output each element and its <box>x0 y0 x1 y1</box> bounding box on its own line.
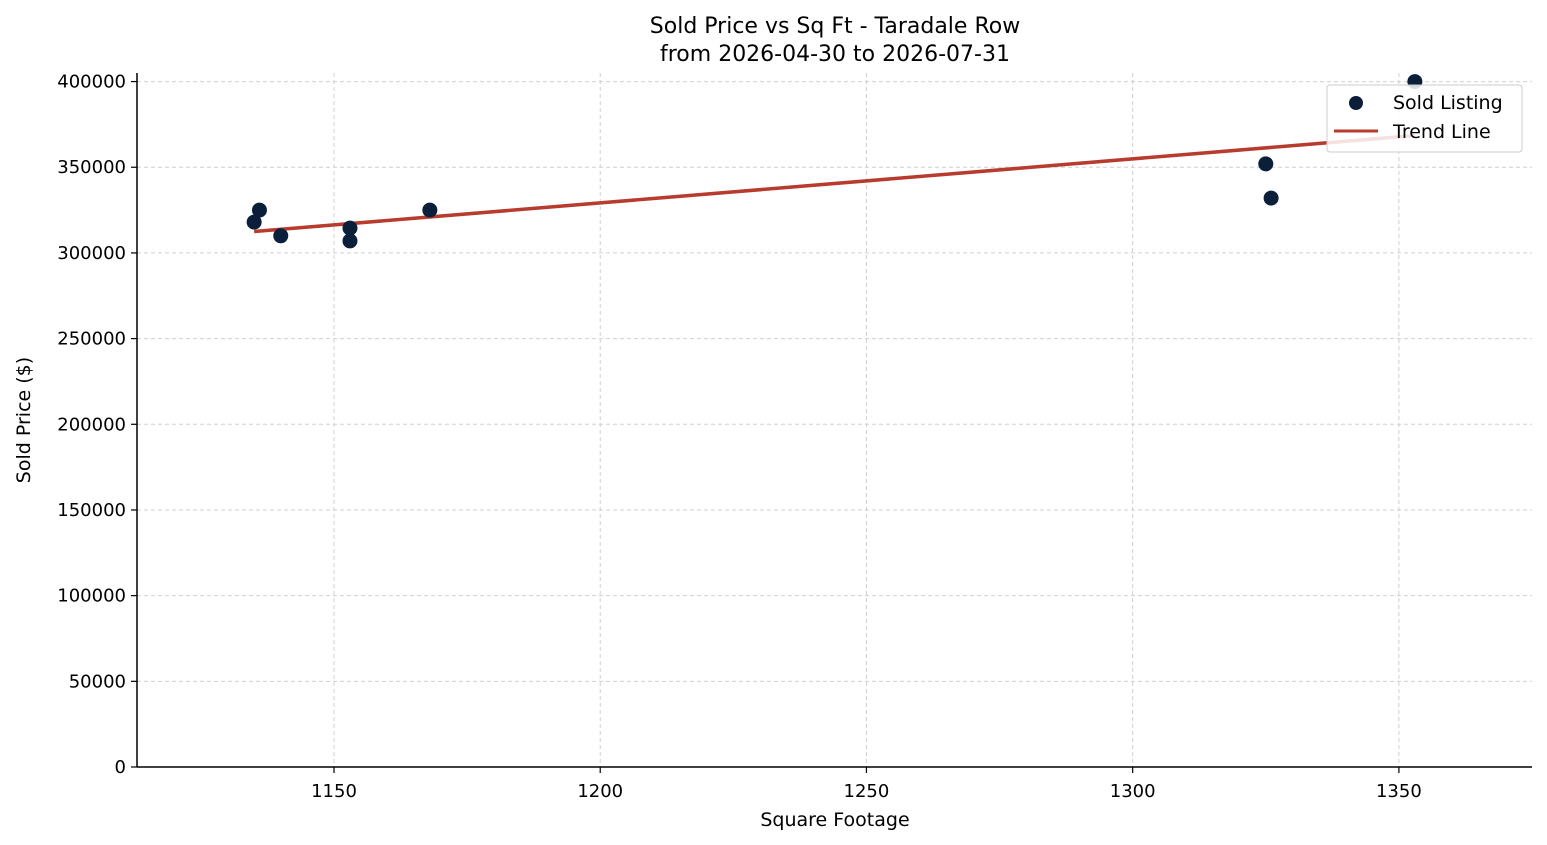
data-point <box>422 202 438 218</box>
data-point <box>342 220 358 236</box>
legend-label-sold-listing: Sold Listing <box>1393 92 1503 114</box>
legend-box <box>1326 84 1523 153</box>
x-tick-label: 1250 <box>844 781 890 802</box>
data-point <box>1258 156 1274 172</box>
y-axis-label: Sold Price ($) <box>13 357 35 483</box>
x-axis-label: Square Footage <box>760 809 909 831</box>
y-tick-label: 100000 <box>57 586 126 607</box>
y-tick-label: 300000 <box>57 243 126 264</box>
y-tick-label: 250000 <box>57 329 126 350</box>
chart-title-line2: from 2026-04-30 to 2026-07-31 <box>660 42 1010 67</box>
chart-title-line1: Sold Price vs Sq Ft - Taradale Row <box>650 14 1020 39</box>
y-tick-label: 400000 <box>57 72 126 93</box>
x-tick-label: 1150 <box>311 781 357 802</box>
data-point <box>251 202 267 218</box>
data-point <box>273 228 289 244</box>
y-tick-label: 200000 <box>57 414 126 435</box>
axis-ticks: 1150 1200 1250 1300 1350 0 50000 100000 150000 20… <box>57 72 1422 802</box>
data-point <box>246 214 262 230</box>
y-tick-label: 50000 <box>69 671 126 692</box>
data-point <box>342 233 358 249</box>
legend-scatter-marker <box>1349 96 1363 110</box>
plot-marks <box>246 74 1423 249</box>
y-tick-label: 350000 <box>57 157 126 178</box>
legend: Sold Listing Trend Line <box>1326 84 1523 153</box>
x-tick-label: 1300 <box>1110 781 1156 802</box>
trend-line <box>253 133 1416 234</box>
x-tick-label: 1200 <box>577 781 623 802</box>
x-tick-label: 1350 <box>1376 781 1422 802</box>
data-point <box>1263 190 1279 206</box>
y-tick-label: 150000 <box>57 500 126 521</box>
legend-label-trend-line: Trend Line <box>1392 121 1491 143</box>
y-tick-label: 0 <box>115 757 126 778</box>
grid <box>137 73 1532 768</box>
